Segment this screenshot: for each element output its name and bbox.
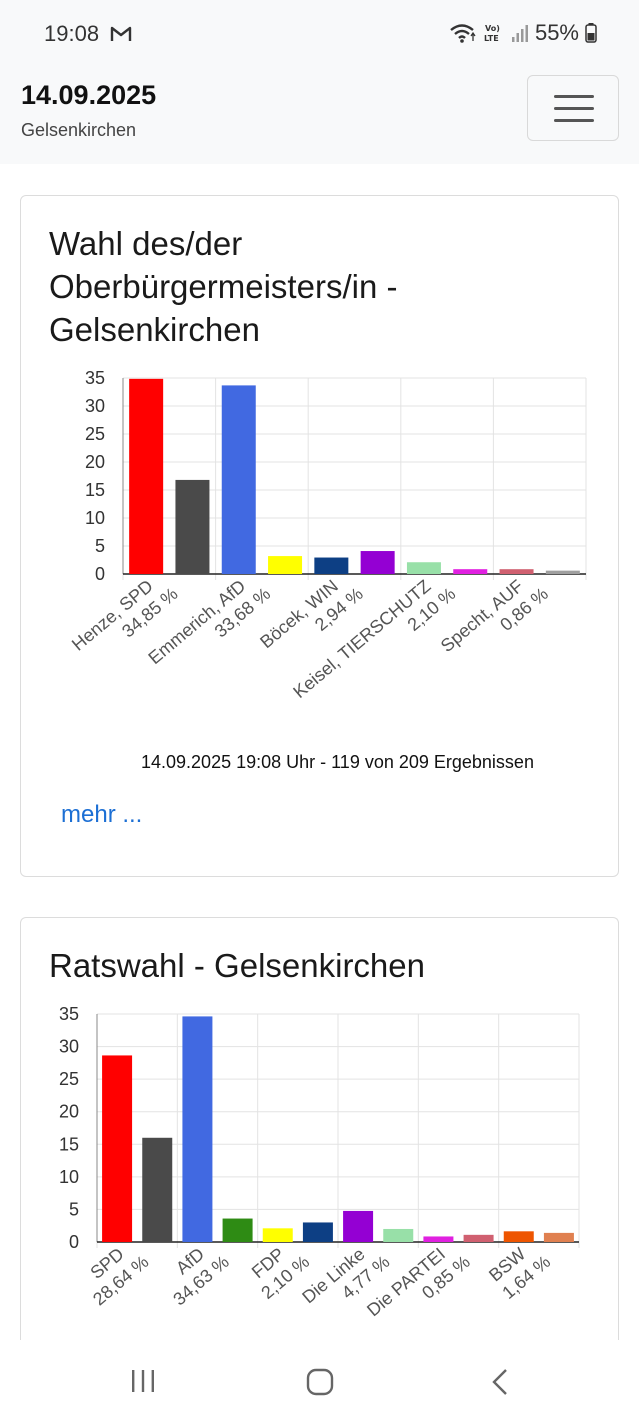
y-tick-label: 10: [85, 508, 105, 528]
chart-bar: [545, 570, 580, 574]
y-tick-label: 5: [69, 1199, 79, 1219]
card-title: Wahl des/der Oberbürgermeisters/in - Gel…: [49, 225, 398, 348]
svg-text:LTE: LTE: [484, 34, 499, 43]
status-bar: 19:08 Vo) LTE 55%: [0, 0, 639, 70]
chart-bar: [268, 556, 303, 574]
chart-bar: [222, 1218, 253, 1242]
y-tick-label: 15: [85, 480, 105, 500]
chart-bar: [499, 569, 534, 574]
chart-bar: [129, 378, 164, 574]
recent-apps-icon[interactable]: [130, 1368, 156, 1394]
wifi-icon: [450, 24, 476, 43]
y-tick-label: 35: [85, 368, 105, 388]
chart-bar: [262, 1228, 293, 1242]
y-tick-label: 10: [59, 1167, 79, 1187]
page-city: Gelsenkirchen: [21, 120, 137, 140]
status-time: 19:08: [44, 21, 100, 46]
top-navbar: 14.09.2025 Gelsenkirchen: [0, 70, 639, 164]
page-date: 14.09.2025: [21, 80, 157, 110]
system-nav-bar: [0, 1340, 639, 1422]
battery-percent: 55%: [534, 20, 579, 45]
chart-bar: [463, 1234, 494, 1242]
y-tick-label: 5: [95, 536, 105, 556]
chart-bar: [360, 551, 395, 574]
chart-bar: [503, 1231, 534, 1242]
more-link[interactable]: mehr ...: [61, 801, 143, 828]
chart-bar: [314, 557, 349, 574]
y-tick-label: 15: [59, 1134, 79, 1154]
y-tick-label: 30: [85, 396, 105, 416]
chart-bar: [423, 1236, 454, 1242]
y-tick-label: 20: [85, 452, 105, 472]
y-tick-label: 0: [69, 1232, 79, 1252]
volte-icon: Vo) LTE: [484, 24, 500, 43]
menu-line: [554, 119, 594, 122]
signal-icon: [511, 25, 528, 42]
back-icon[interactable]: [490, 1368, 512, 1396]
mayor-election-card: Wahl des/der Oberbürgermeisters/in - Gel…: [20, 195, 619, 877]
y-tick-label: 0: [95, 564, 105, 584]
y-tick-label: 30: [59, 1037, 79, 1057]
gmail-icon: [110, 26, 132, 41]
chart-bar: [142, 1137, 173, 1242]
chart-bar: [343, 1210, 374, 1242]
home-icon[interactable]: [306, 1368, 334, 1396]
chart-bar: [453, 569, 488, 574]
y-tick-label: 35: [59, 1004, 79, 1024]
battery-icon: [585, 23, 597, 43]
chart-bar: [383, 1228, 414, 1242]
results-footnote: 14.09.2025 19:08 Uhr - 119 von 209 Ergeb…: [141, 752, 534, 772]
y-tick-label: 25: [85, 424, 105, 444]
chart-bar: [182, 1016, 213, 1242]
council-election-card: Ratswahl - Gelsenkirchen 35 30 25 20 15 10 5 0 S…: [20, 917, 619, 1377]
chart-bar: [302, 1222, 333, 1242]
svg-text:Vo): Vo): [485, 24, 500, 33]
chart-bar: [406, 562, 441, 574]
hamburger-menu-icon[interactable]: [527, 75, 619, 141]
chart-bar: [175, 479, 210, 574]
status-icons: Vo) LTE 55%: [449, 20, 597, 46]
chart-bar: [102, 1055, 133, 1242]
y-tick-label: 20: [59, 1102, 79, 1122]
menu-line: [554, 95, 594, 98]
chart-bar: [221, 385, 256, 574]
menu-line: [554, 107, 594, 110]
card-title: Ratswahl - Gelsenkirchen: [49, 947, 425, 984]
y-tick-label: 25: [59, 1069, 79, 1089]
chart-bar: [543, 1232, 574, 1242]
